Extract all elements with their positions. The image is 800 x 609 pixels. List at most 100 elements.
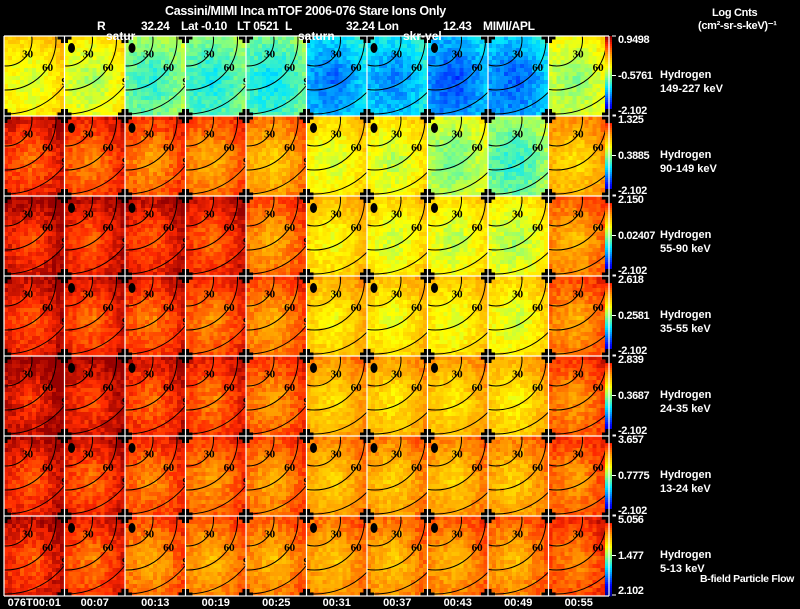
contour-label: 90 (61, 476, 73, 488)
contour-line (246, 36, 275, 67)
contour-line (246, 116, 299, 171)
cross-marker (57, 349, 72, 363)
contour-line (64, 516, 93, 547)
contour-label: 30 (22, 369, 34, 381)
cross-marker (541, 429, 556, 443)
saturn-marker (370, 283, 378, 293)
contour-label: 60 (593, 462, 605, 474)
contour-label: 30 (143, 129, 155, 141)
contour-label: 30 (204, 289, 216, 301)
colorbar-label-max: 2.839 (618, 355, 644, 366)
cross-marker (299, 509, 314, 523)
saturn-marker (370, 123, 378, 133)
contour-line (246, 276, 299, 331)
contour-line (185, 356, 214, 387)
saturn-marker (128, 363, 136, 373)
contour-line (427, 171, 488, 195)
contour-line (548, 411, 609, 435)
contour-line (427, 196, 462, 227)
x-tick-label: 00:25 (262, 598, 290, 609)
saturn-marker (431, 123, 438, 133)
cross-marker (239, 509, 253, 523)
contour-line (246, 116, 275, 147)
cross-marker (420, 189, 435, 203)
cross-marker (360, 189, 374, 203)
contour-line (367, 276, 402, 307)
contour-line (548, 571, 609, 595)
cross-marker (299, 429, 314, 443)
contour-line (64, 276, 93, 307)
r-label: R (97, 20, 106, 32)
contour-line (306, 171, 367, 195)
contour-label: 90 (303, 316, 315, 328)
saturn-marker (310, 523, 317, 533)
contour-line (367, 116, 402, 147)
r-value: 32.24 (141, 20, 170, 32)
cross-marker (602, 109, 613, 123)
x-tick-label: 00:55 (565, 598, 593, 609)
contour-label: 60 (532, 142, 544, 154)
contour-line (367, 91, 428, 115)
contour-line (427, 411, 488, 435)
cross-marker (420, 589, 435, 600)
contour-label: 60 (103, 222, 115, 234)
contour-label: 60 (593, 62, 605, 74)
cross-marker (360, 589, 374, 600)
contour-label: 60 (532, 62, 544, 74)
x-tick-label: 00:07 (81, 598, 109, 609)
contour-label: 30 (391, 289, 403, 301)
contour-label: 30 (143, 369, 155, 381)
cross-marker (541, 32, 556, 43)
colorbar-label-max: 3.657 (618, 435, 644, 446)
contour-label: 60 (284, 382, 296, 394)
cross-marker (118, 269, 132, 283)
contour-label: 60 (411, 462, 423, 474)
contour-label: 60 (163, 222, 175, 234)
row-label: Hydrogen 90-149 keV (660, 148, 717, 176)
contour-line (64, 196, 117, 251)
contour-line (246, 276, 275, 307)
contour-label: 60 (284, 542, 296, 554)
cross-marker (239, 109, 253, 123)
contour-line (125, 196, 178, 251)
colorbar-label-min: -2.102 (618, 426, 647, 437)
contour-label: 30 (143, 209, 155, 221)
contour-line (125, 116, 154, 147)
contour-label: 30 (143, 529, 155, 541)
contour-line (64, 196, 93, 227)
contour-line (306, 331, 367, 355)
contour-label: 30 (573, 529, 585, 541)
colorbar-label-mid: 0.02407 (618, 231, 655, 242)
contour-label: 90 (122, 156, 134, 168)
contour-label: 30 (204, 369, 216, 381)
contour-line (488, 411, 549, 435)
saturn-marker (68, 523, 75, 533)
lat-value: Lat -0.10 (181, 20, 227, 32)
contour-line (4, 36, 33, 67)
contour-label: 60 (224, 222, 236, 234)
saturn-marker (431, 443, 438, 453)
contour-label: 30 (512, 369, 524, 381)
contour-line (367, 436, 402, 467)
cross-marker (360, 509, 374, 523)
contour-line (185, 436, 238, 491)
cross-marker (0, 429, 11, 443)
contour-label: 60 (42, 462, 54, 474)
contour-line (64, 36, 117, 91)
x-tick-label: 076T00:01 (8, 598, 61, 609)
contour-label: 30 (391, 129, 403, 141)
contour-label: 60 (472, 462, 484, 474)
contour-label: 90 (182, 156, 194, 168)
contour-line (427, 251, 488, 275)
contour-line (306, 276, 341, 307)
contour-label: 30 (83, 49, 95, 61)
contour-line (306, 516, 341, 547)
contour-line (367, 516, 402, 547)
contour-line (427, 356, 462, 387)
